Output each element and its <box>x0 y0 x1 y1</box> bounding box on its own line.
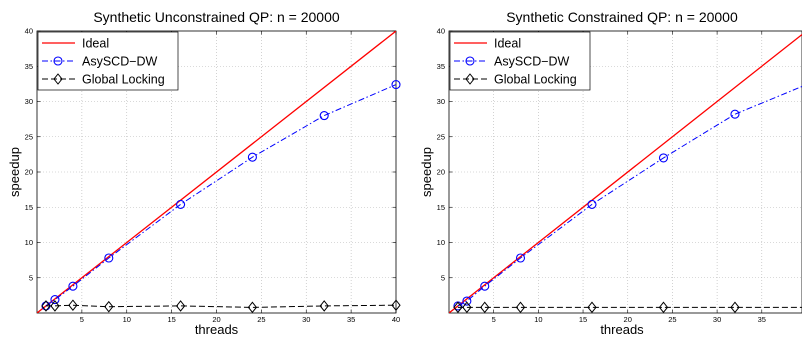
y-tick-label: 25 <box>25 132 33 141</box>
legend-marker-global-locking <box>53 73 63 85</box>
data-point-global-locking <box>68 299 78 312</box>
data-point-global-locking <box>41 300 51 312</box>
y-tick-label: 30 <box>437 97 445 106</box>
y-axis-label: speedup <box>419 147 434 197</box>
y-tick-label: 5 <box>441 273 445 282</box>
data-point-global-locking <box>730 301 740 314</box>
x-tick-label: 10 <box>123 315 131 324</box>
data-point-asyscd-dw <box>730 109 740 119</box>
data-point-asyscd-dw <box>462 296 472 306</box>
x-tick-label: 40 <box>392 315 400 324</box>
x-tick-label: 25 <box>257 315 265 324</box>
x-axis-label: threads <box>195 322 239 337</box>
legend-marker-asyscd-dw <box>465 56 475 66</box>
series-line-global-locking <box>46 304 396 308</box>
data-point-asyscd-dw <box>176 199 186 209</box>
data-point-global-locking <box>515 301 526 314</box>
y-tick-label: 35 <box>25 62 33 71</box>
legend-label-ideal: Ideal <box>494 37 521 51</box>
y-tick-label: 20 <box>437 168 445 177</box>
data-point-global-locking <box>462 301 472 314</box>
data-point-global-locking <box>658 301 669 314</box>
x-axis-label: threads <box>600 322 644 337</box>
y-tick-label: 25 <box>437 132 445 141</box>
data-point-global-locking <box>104 300 114 313</box>
x-tick-label: 5 <box>492 315 496 324</box>
series-line-ideal <box>449 33 802 313</box>
y-tick-label: 35 <box>437 62 445 71</box>
legend-label-asyscd-dw: AsySCD−DW <box>494 55 570 69</box>
x-tick-label: 15 <box>167 315 175 324</box>
data-point-asyscd-dw <box>391 80 401 90</box>
data-point-asyscd-dw <box>50 295 60 305</box>
y-tick-label: 40 <box>437 27 445 36</box>
data-point-global-locking <box>50 300 60 312</box>
y-tick-label: 15 <box>25 203 33 212</box>
series-line-asyscd-dw <box>45 84 396 307</box>
legend: Ideal AsySCD−DW Global Locking <box>37 31 179 91</box>
x-tick-label: 35 <box>758 315 766 324</box>
x-tick-label: 5 <box>80 315 84 324</box>
data-point-asyscd-dw <box>587 199 597 209</box>
data-point-asyscd-dw <box>247 152 257 162</box>
data-point-asyscd-dw <box>515 253 526 263</box>
x-tick-label: 15 <box>579 315 587 324</box>
x-tick-label: 10 <box>534 315 542 324</box>
y-tick-label: 40 <box>25 27 33 36</box>
data-point-asyscd-dw <box>104 253 114 263</box>
legend-marker-global-locking <box>465 73 475 85</box>
x-tick-label: 20 <box>212 315 220 324</box>
series-line-ideal <box>37 31 396 313</box>
data-point-asyscd-dw <box>68 281 78 291</box>
data-point-global-locking <box>587 301 597 314</box>
data-point-global-locking <box>391 299 401 312</box>
x-tick-label: 30 <box>713 315 721 324</box>
x-tick-label: 25 <box>668 315 676 324</box>
legend-label-asyscd-dw: AsySCD−DW <box>82 55 158 69</box>
y-tick-label: 10 <box>437 238 445 247</box>
data-point-global-locking <box>319 300 329 312</box>
data-point-asyscd-dw <box>480 281 490 291</box>
chart-title: Synthetic Constrained QP: n = 20000 <box>506 9 738 25</box>
y-tick-label: 5 <box>29 273 33 282</box>
chart-title: Synthetic Unconstrained QP: n = 20000 <box>93 9 340 25</box>
x-tick-label: 20 <box>624 315 632 324</box>
x-tick-label: 35 <box>347 315 355 324</box>
y-tick-label: 15 <box>437 203 445 212</box>
y-tick-label: 10 <box>25 238 33 247</box>
y-axis-label: speedup <box>7 147 22 197</box>
y-tick-label: 20 <box>25 168 33 177</box>
data-point-global-locking <box>480 301 490 314</box>
data-point-global-locking <box>453 301 463 314</box>
legend-label-global-locking: Global Locking <box>82 73 165 87</box>
data-point-asyscd-dw <box>319 111 329 121</box>
chart-panel-1: 5 10 15 20 25 30 35 40 5 10 15 20 25 30 35 40 Synthetic … <box>7 9 401 337</box>
legend-label-global-locking: Global Locking <box>494 73 577 87</box>
data-point-global-locking <box>247 301 258 314</box>
y-tick-label: 30 <box>25 97 33 106</box>
data-point-global-locking <box>175 300 186 312</box>
legend-marker-asyscd-dw <box>53 56 63 66</box>
chart-panel-2: 5 10 15 20 25 30 35 5 10 15 20 25 30 35 40 Synthetic Co… <box>419 9 802 337</box>
x-tick-label: 30 <box>302 315 310 324</box>
legend: Ideal AsySCD−DW Global Locking <box>449 31 591 91</box>
series-line-asyscd-dw <box>457 85 802 307</box>
legend-label-ideal: Ideal <box>82 37 109 51</box>
data-point-asyscd-dw <box>658 153 669 163</box>
